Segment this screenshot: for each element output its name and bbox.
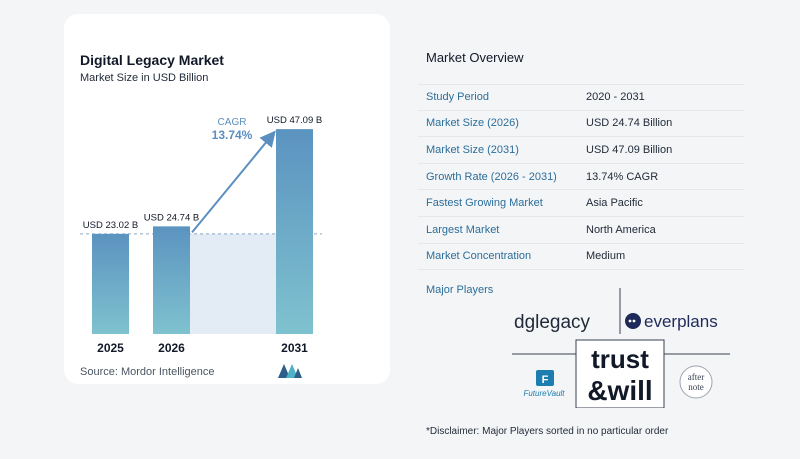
overview-value: Asia Pacific bbox=[586, 197, 643, 210]
afternote-logo-line2: note bbox=[688, 382, 704, 392]
overview-row: Study Period 2020 - 2031 bbox=[418, 84, 744, 111]
chart-card: Digital Legacy Market Market Size in USD… bbox=[64, 14, 390, 384]
everplans-dot-detail bbox=[628, 319, 632, 323]
bar-2025 bbox=[92, 233, 129, 334]
overview-value: USD 24.74 Billion bbox=[586, 117, 673, 130]
x-tick-2031: 2031 bbox=[281, 341, 308, 355]
overview-value: 13.74% CAGR bbox=[586, 170, 659, 183]
data-label-2026: USD 24.74 B bbox=[144, 212, 199, 223]
chart-title: Digital Legacy Market bbox=[80, 52, 224, 68]
market-overview-title: Market Overview bbox=[426, 50, 524, 65]
major-players-title: Major Players bbox=[426, 284, 494, 296]
data-label-2025: USD 23.02 B bbox=[83, 220, 138, 231]
futurevault-icon bbox=[536, 370, 554, 386]
overview-row: Market Size (2031) USD 47.09 Billion bbox=[418, 137, 744, 164]
trustwill-logo-box bbox=[575, 339, 665, 408]
afternote-logo-circle bbox=[679, 365, 713, 399]
overview-table: Study Period 2020 - 2031 Market Size (202… bbox=[418, 84, 744, 271]
bar-2031 bbox=[276, 129, 313, 334]
market-size-chart: USD 23.02 B 2025 USD 24.74 B 2026 USD 47.09 … bbox=[80, 115, 322, 355]
overview-row: Market Concentration Medium bbox=[418, 244, 744, 271]
chart-subtitle: Market Size in USD Billion bbox=[80, 72, 209, 84]
major-players-logos: dglegacy everplans trust &will F FutureV… bbox=[512, 288, 730, 408]
overview-value: North America bbox=[586, 223, 656, 236]
cagr-value: 13.74% bbox=[212, 128, 253, 142]
overview-row: Market Size (2026) USD 24.74 Billion bbox=[418, 111, 744, 138]
disclaimer-text: *Disclaimer: Major Players sorted in no … bbox=[426, 426, 669, 437]
data-label-2031: USD 47.09 B bbox=[267, 115, 322, 126]
overview-label: Fastest Growing Market bbox=[426, 197, 543, 210]
everplans-logo: everplans bbox=[644, 312, 718, 331]
growth-shade-area bbox=[190, 233, 276, 334]
afternote-logo-line1: after bbox=[688, 372, 704, 382]
overview-row: Largest Market North America bbox=[418, 217, 744, 244]
dglegacy-logo: dglegacy bbox=[514, 312, 591, 333]
overview-label: Market Size (2031) bbox=[426, 143, 519, 156]
overview-value: Medium bbox=[586, 250, 626, 263]
overview-label: Study Period bbox=[426, 91, 489, 104]
bar-2026 bbox=[153, 226, 190, 334]
trust-logo-text: trust bbox=[591, 344, 649, 374]
overview-value: 2020 - 2031 bbox=[586, 91, 645, 104]
source-text: Source: Mordor Intelligence bbox=[80, 366, 215, 378]
cagr-arrow bbox=[191, 130, 276, 233]
overview-value: USD 47.09 Billion bbox=[586, 143, 673, 156]
x-tick-2025: 2025 bbox=[97, 341, 124, 355]
will-logo-text: &will bbox=[587, 375, 652, 406]
x-tick-2026: 2026 bbox=[158, 341, 185, 355]
everplans-dot-detail bbox=[632, 319, 636, 323]
overview-row: Growth Rate (2026 - 2031) 13.74% CAGR bbox=[418, 164, 744, 191]
overview-label: Growth Rate (2026 - 2031) bbox=[426, 170, 557, 183]
overview-label: Market Concentration bbox=[426, 250, 532, 263]
overview-label: Largest Market bbox=[426, 223, 500, 236]
futurevault-logo: FutureVault bbox=[523, 389, 565, 398]
futurevault-icon-glyph: F bbox=[542, 374, 549, 386]
overview-row: Fastest Growing Market Asia Pacific bbox=[418, 190, 744, 217]
overview-label: Market Size (2026) bbox=[426, 117, 519, 130]
cagr-label: CAGR bbox=[218, 117, 247, 128]
mordor-logo-icon bbox=[278, 364, 302, 378]
